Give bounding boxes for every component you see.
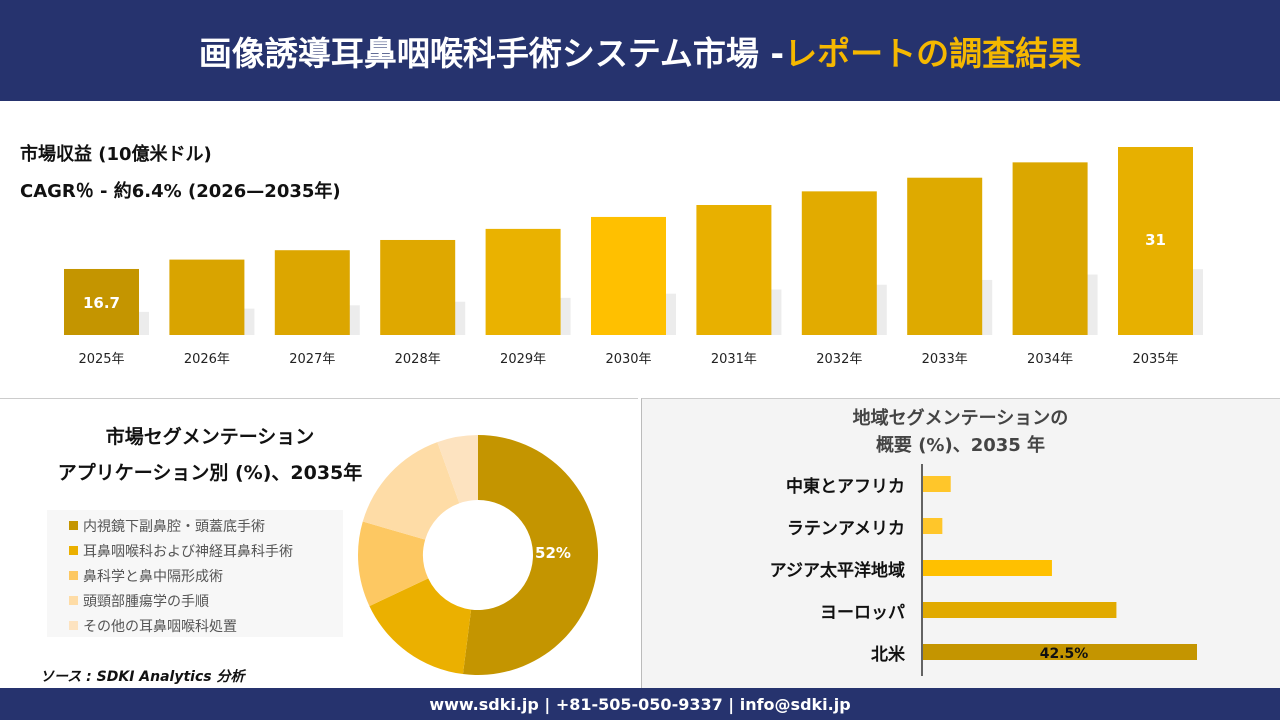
bar-2030年 bbox=[591, 216, 666, 335]
legend-item: 耳鼻咽喉科および神経耳鼻科手術 bbox=[69, 538, 343, 563]
bar-value-label: 16.7 bbox=[83, 294, 120, 312]
donut-slice bbox=[369, 578, 472, 675]
x-tick-label: 2027年 bbox=[289, 352, 335, 367]
bar-value-label: 31 bbox=[1145, 231, 1166, 249]
region-label: ラテンアメリカ bbox=[786, 519, 905, 539]
x-tick-label: 2026年 bbox=[184, 352, 230, 367]
footer-contact: www.sdki.jp | +81-505-050-9337 | info@sd… bbox=[0, 688, 1280, 720]
donut-value-label: 52% bbox=[535, 544, 571, 562]
x-tick-label: 2033年 bbox=[922, 352, 968, 367]
region-title-line1: 地域セグメンテーションの bbox=[852, 408, 1069, 429]
donut-slice bbox=[358, 521, 429, 607]
legend-swatch bbox=[69, 621, 78, 630]
page-header: 画像誘導耳鼻咽喉科手術システム市場 - レポートの調査結果 bbox=[0, 0, 1280, 101]
bar-2029年 bbox=[485, 228, 561, 335]
bar-2033年 bbox=[907, 177, 983, 335]
region-label: 北米 bbox=[871, 645, 905, 665]
revenue-bar-chart: 2025年 16.7 2026年 2027年 2028年 2029年 2030年 2031年 2… bbox=[64, 146, 1203, 367]
region-segment-panel bbox=[641, 398, 1280, 688]
bar-2032年 bbox=[801, 191, 877, 335]
region-bar bbox=[923, 644, 1197, 660]
legend-label: 内視鏡下副鼻腔・頭蓋底手術 bbox=[83, 518, 265, 535]
region-label: ヨーロッパ bbox=[820, 603, 905, 623]
region-bar-chart: 42.5% bbox=[921, 464, 1197, 676]
x-tick-label: 2029年 bbox=[500, 352, 546, 367]
x-tick-label: 2025年 bbox=[78, 352, 124, 367]
app-seg-title-line1: 市場セグメンテーション bbox=[105, 426, 315, 448]
x-tick-label: 2030年 bbox=[605, 352, 651, 367]
legend-label: 鼻科学と鼻中隔形成術 bbox=[83, 568, 223, 585]
legend-swatch bbox=[69, 571, 78, 580]
bar-2025年 bbox=[64, 268, 139, 335]
bar-2034年 bbox=[1012, 162, 1088, 335]
application-donut-chart: 52% bbox=[358, 435, 598, 675]
donut-legend: 内視鏡下副鼻腔・頭蓋底手術耳鼻咽喉科および神経耳鼻科手術 鼻科学と鼻中隔形成術 頭頸… bbox=[47, 510, 343, 637]
cagr-subtitle: CAGR％ - 約6.4% (2026—2035年) bbox=[20, 181, 341, 202]
donut-slice bbox=[437, 435, 478, 504]
donut-slice bbox=[462, 435, 598, 675]
legend-item: 鼻科学と鼻中隔形成術 bbox=[69, 563, 343, 588]
region-label: 中東とアフリカ bbox=[786, 477, 905, 497]
x-tick-label: 2032年 bbox=[816, 352, 862, 367]
legend-item: その他の耳鼻咽喉科処置 bbox=[69, 613, 343, 638]
legend-swatch bbox=[69, 521, 78, 530]
legend-item: 頭頸部腫瘍学の手順 bbox=[69, 588, 343, 613]
bar-2027年 bbox=[274, 250, 350, 335]
revenue-chart-title: 市場収益 (10億米ドル) bbox=[20, 144, 212, 165]
legend-swatch bbox=[69, 546, 78, 555]
region-bar bbox=[923, 560, 1052, 576]
title-main: 画像誘導耳鼻咽喉科手術システム市場 - bbox=[198, 33, 785, 73]
region-title-line2: 概要 (%)、2035 年 bbox=[875, 435, 1046, 456]
region-label: アジア太平洋地域 bbox=[769, 561, 905, 581]
legend-item: 内視鏡下副鼻腔・頭蓋底手術 bbox=[69, 513, 343, 538]
x-tick-label: 2028年 bbox=[395, 352, 441, 367]
donut-slice bbox=[362, 442, 460, 540]
bar-2028年 bbox=[380, 239, 456, 335]
region-bar bbox=[923, 518, 943, 534]
legend-swatch bbox=[69, 596, 78, 605]
legend-label: 頭頸部腫瘍学の手順 bbox=[83, 593, 209, 610]
region-bar bbox=[923, 602, 1117, 618]
region-title: 地域セグメンテーションの 概要 (%)、2035 年 bbox=[641, 405, 1280, 459]
title-highlight: レポートの調査結果 bbox=[784, 33, 1082, 73]
bar-2031年 bbox=[696, 205, 772, 335]
source-note: ソース : SDKI Analytics 分析 bbox=[40, 669, 245, 685]
region-value-label: 42.5% bbox=[1040, 646, 1089, 662]
app-seg-title-line2: アプリケーション別 (%)、2035年 bbox=[57, 462, 363, 484]
x-tick-label: 2035年 bbox=[1132, 352, 1178, 367]
region-bar bbox=[923, 476, 951, 492]
x-tick-label: 2034年 bbox=[1027, 352, 1073, 367]
legend-label: その他の耳鼻咽喉科処置 bbox=[83, 618, 237, 635]
x-tick-label: 2031年 bbox=[711, 352, 757, 367]
legend-label: 耳鼻咽喉科および神経耳鼻科手術 bbox=[83, 543, 293, 560]
bar-2035年 bbox=[1118, 146, 1193, 335]
bar-2026年 bbox=[169, 259, 245, 335]
